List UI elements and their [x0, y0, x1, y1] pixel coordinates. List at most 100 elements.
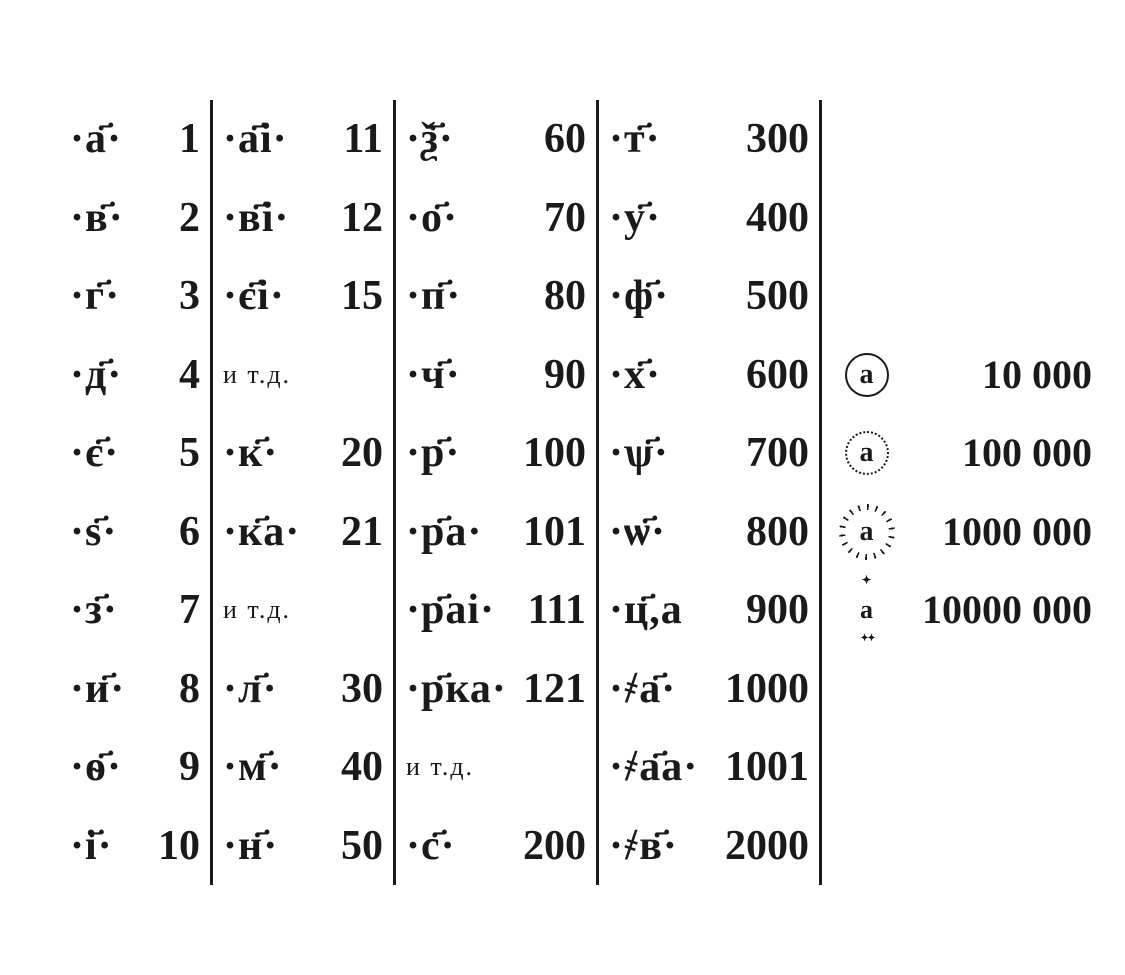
table-row: ·ѡ҃·800	[609, 493, 809, 571]
table-row: ·у҃·400	[609, 179, 809, 257]
table-row: ·р҃·100	[406, 414, 586, 492]
column-4: ·т҃·300 ·у҃·400 ·ф҃·500 ·х҃·600 ·ѱ҃·700 …	[599, 100, 819, 885]
table-row: ·ѳ҃·9	[70, 728, 200, 806]
numeral-symbol: ·к҃·	[223, 432, 323, 474]
numeral-value: 3	[140, 275, 200, 317]
table-row: а1000 000	[832, 493, 1092, 571]
column-2: ·а҃і·11 ·в҃і·12 ·є҃і·15 и т.д. ·к҃·20 ·к…	[213, 100, 393, 885]
numeral-symbol: ·є҃і·	[223, 275, 323, 317]
numeral-symbol: ·р҃аі·	[406, 589, 506, 631]
table-row: ·і҃·10	[70, 807, 200, 885]
numeral-symbol: ·о҃·	[406, 197, 506, 239]
numeral-symbol: ·҂в҃·	[609, 825, 719, 867]
table-row: ·г҃·3	[70, 257, 200, 335]
numeral-value: 800	[719, 511, 809, 553]
numeral-symbol: ·л҃·	[223, 668, 323, 710]
numeral-value: 111	[506, 589, 586, 631]
numeral-value: 400	[719, 197, 809, 239]
table-row: ·х҃·600	[609, 336, 809, 414]
table-row: а100 000	[832, 414, 1092, 492]
table-row: ·в҃і·12	[223, 179, 383, 257]
table-row: ·а҃·1	[70, 100, 200, 178]
table-row: ·҂а҃а·1001	[609, 728, 809, 806]
numeral-value: 6	[140, 511, 200, 553]
numeral-symbol: ·в҃·	[70, 197, 140, 239]
numeral-value: 900	[719, 589, 809, 631]
etc-label: и т.д.	[223, 362, 323, 388]
numeral-symbol: ·з҃·	[70, 589, 140, 631]
numeral-symbol: ·ѡ҃·	[609, 511, 719, 553]
blank-row	[832, 257, 1092, 335]
table-row: ·к҃а·21	[223, 493, 383, 571]
table-row: ·д҃·4	[70, 336, 200, 414]
table-row: ·т҃·300	[609, 100, 809, 178]
numeral-table: ·а҃·1 ·в҃·2 ·г҃·3 ·д҃·4 ·є҃·5 ·ѕ҃·6 ·з҃·…	[0, 0, 1125, 975]
numeral-symbol: ·с҃·	[406, 825, 506, 867]
table-row: ·в҃·2	[70, 179, 200, 257]
table-row: ·҂а҃·1000	[609, 650, 809, 728]
numeral-symbol: ·а҃·	[70, 118, 140, 160]
table-row: и т.д.	[223, 336, 383, 414]
numeral-symbol: ·н҃·	[223, 825, 323, 867]
numeral-symbol: а	[845, 353, 889, 397]
column-5: а10 000 а100 000 а1000 000 а10000 000	[822, 100, 1102, 885]
numeral-value: 121	[506, 668, 586, 710]
table-row: ·р҃ка·121	[406, 650, 586, 728]
table-grid: ·а҃·1 ·в҃·2 ·г҃·3 ·д҃·4 ·є҃·5 ·ѕ҃·6 ·з҃·…	[60, 100, 1085, 885]
table-row: ·о҃·70	[406, 179, 586, 257]
numeral-symbol: ·҂а҃а·	[609, 746, 719, 788]
circle-dotted-icon: а	[832, 431, 902, 475]
blank-row	[832, 728, 1092, 806]
numeral-symbol: а	[845, 510, 889, 554]
table-row: ·р҃а·101	[406, 493, 586, 571]
numeral-value: 500	[719, 275, 809, 317]
numeral-value: 21	[323, 511, 383, 553]
numeral-value: 60	[506, 118, 586, 160]
numeral-value: 80	[506, 275, 586, 317]
numeral-value: 20	[323, 432, 383, 474]
numeral-symbol: ·р҃ка·	[406, 668, 506, 710]
circle-rays-icon: а	[832, 510, 902, 554]
numeral-value: 1	[140, 118, 200, 160]
numeral-symbol: ·є҃·	[70, 432, 140, 474]
numeral-symbol: ·ч҃·	[406, 354, 506, 396]
numeral-symbol: ·т҃·	[609, 118, 719, 160]
numeral-value: 300	[719, 118, 809, 160]
table-row: ·ѯ҃·60	[406, 100, 586, 178]
numeral-value: 50	[323, 825, 383, 867]
blank-row	[832, 650, 1092, 728]
numeral-symbol: ·ф҃·	[609, 275, 719, 317]
numeral-symbol: ·ѳ҃·	[70, 746, 140, 788]
numeral-symbol: ·д҃·	[70, 354, 140, 396]
numeral-value: 100	[506, 432, 586, 474]
numeral-symbol: а	[845, 431, 889, 475]
blank-row	[832, 100, 1092, 178]
table-row: ·є҃·5	[70, 414, 200, 492]
table-row: ·є҃і·15	[223, 257, 383, 335]
table-row: ·з҃·7	[70, 571, 200, 649]
numeral-value: 2	[140, 197, 200, 239]
numeral-value: 10 000	[902, 355, 1092, 395]
numeral-value: 1000	[719, 668, 809, 710]
table-row: ·и҃·8	[70, 650, 200, 728]
table-row: ·ѕ҃·6	[70, 493, 200, 571]
numeral-symbol: ·к҃а·	[223, 511, 323, 553]
table-row: ·к҃·20	[223, 414, 383, 492]
table-row: а10000 000	[832, 571, 1092, 649]
column-3: ·ѯ҃·60 ·о҃·70 ·п҃·80 ·ч҃·90 ·р҃·100 ·р҃а…	[396, 100, 596, 885]
numeral-symbol: ·п҃·	[406, 275, 506, 317]
numeral-value: 600	[719, 354, 809, 396]
table-row: ·ч҃·90	[406, 336, 586, 414]
table-row: ·п҃·80	[406, 257, 586, 335]
numeral-value: 10000 000	[902, 590, 1092, 630]
numeral-symbol: ·ѯ҃·	[406, 118, 506, 160]
numeral-symbol: ·р҃·	[406, 432, 506, 474]
numeral-symbol: ·а҃і·	[223, 118, 323, 160]
numeral-symbol: ·х҃·	[609, 354, 719, 396]
numeral-value: 90	[506, 354, 586, 396]
numeral-value: 10	[140, 825, 200, 867]
numeral-value: 70	[506, 197, 586, 239]
circle-solid-icon: а	[832, 353, 902, 397]
table-row: ·а҃і·11	[223, 100, 383, 178]
table-row: и т.д.	[223, 571, 383, 649]
